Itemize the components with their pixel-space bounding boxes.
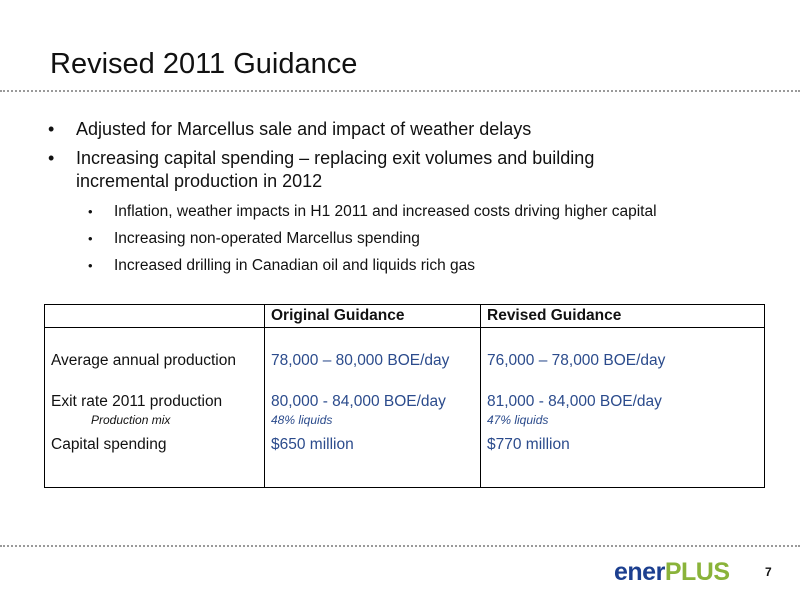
header-revised-guidance: Revised Guidance [480,304,765,328]
slide-title: Revised 2011 Guidance [50,48,358,80]
exit-rate-revised-value: 81,000 - 84,000 BOE/day [487,393,662,410]
sub-bullet-item: • Increased drilling in Canadian oil and… [44,256,784,276]
header-empty-cell [44,304,265,328]
bullet-icon: • [88,231,93,246]
bullet-item: • Adjusted for Marcellus sale and impact… [44,118,784,141]
table-header-row: Original Guidance Revised Guidance [44,304,765,328]
production-mix-original-value: 48% liquids [271,413,333,427]
bullet-text: Adjusted for Marcellus sale and impact o… [76,119,532,139]
bullet-list: • Adjusted for Marcellus sale and impact… [44,118,784,283]
table-body-row: Average annual production Exit rate 2011… [44,327,765,488]
capital-label: Capital spending [51,436,167,453]
original-column-cell: 78,000 – 80,000 BOE/day 80,000 - 84,000 … [264,327,481,488]
bullet-item: • Increasing capital spending – replacin… [44,147,784,193]
bottom-divider [0,545,800,547]
logo-text-plus: PLUS [664,558,730,586]
sub-bullet-text: Increasing non-operated Marcellus spendi… [114,230,420,247]
header-original-guidance: Original Guidance [264,304,481,328]
production-label: Average annual production [51,352,236,369]
logo-text-ener: ener [614,558,665,586]
revised-column-cell: 76,000 – 78,000 BOE/day 81,000 - 84,000 … [480,327,765,488]
bullet-icon: • [88,204,93,219]
sub-bullet-item: • Increasing non-operated Marcellus spen… [44,229,784,249]
capital-original-value: $650 million [271,436,354,453]
capital-revised-value: $770 million [487,436,570,453]
sub-bullet-text: Inflation, weather impacts in H1 2011 an… [114,203,657,220]
production-mix-revised-value: 47% liquids [487,413,549,427]
production-original-value: 78,000 – 80,000 BOE/day [271,352,450,369]
exit-rate-original-value: 80,000 - 84,000 BOE/day [271,393,446,410]
label-column-cell: Average annual production Exit rate 2011… [44,327,265,488]
bullet-icon: • [88,258,93,273]
guidance-table: Original Guidance Revised Guidance Avera… [44,304,765,488]
enerplus-logo: enerPLUS [614,558,730,587]
sub-bullet-item: • Inflation, weather impacts in H1 2011 … [44,202,784,222]
top-divider [0,90,800,92]
production-revised-value: 76,000 – 78,000 BOE/day [487,352,666,369]
bullet-text: Increasing capital spending – replacing … [76,148,595,191]
production-mix-label: Production mix [91,413,171,427]
bullet-icon: • [48,119,55,139]
page-number: 7 [765,565,772,579]
exit-rate-label: Exit rate 2011 production [51,393,223,410]
bullet-icon: • [48,148,55,168]
sub-bullet-text: Increased drilling in Canadian oil and l… [114,257,476,274]
